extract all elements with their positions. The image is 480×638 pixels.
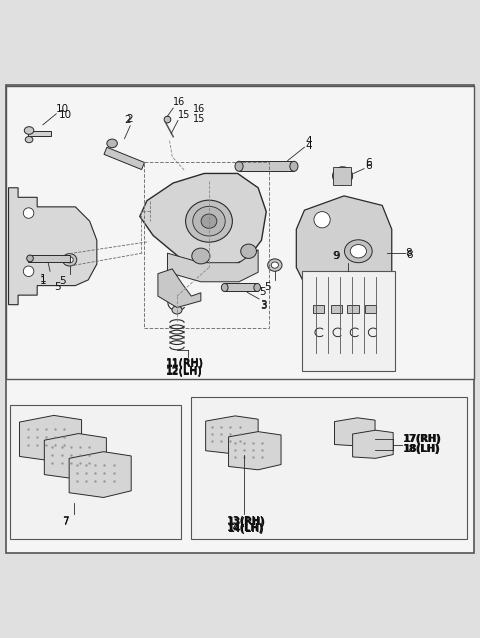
Text: 9: 9 [333, 251, 340, 261]
Text: 10: 10 [59, 110, 72, 120]
Text: 6: 6 [365, 158, 372, 168]
Text: 11(RH): 11(RH) [166, 358, 204, 368]
Text: 4: 4 [306, 141, 312, 151]
Text: 5: 5 [54, 282, 61, 292]
Polygon shape [158, 269, 201, 308]
Bar [104, 147, 144, 170]
Circle shape [164, 116, 171, 123]
Bar [333, 167, 351, 186]
Text: 13(RH): 13(RH) [228, 517, 266, 526]
Text: 14(LH): 14(LH) [227, 523, 264, 533]
Ellipse shape [25, 137, 33, 143]
Text: 12(LH): 12(LH) [166, 367, 203, 376]
Ellipse shape [240, 244, 256, 258]
Bar [239, 161, 294, 171]
Polygon shape [140, 174, 266, 267]
Ellipse shape [107, 139, 117, 147]
Ellipse shape [350, 244, 366, 258]
Bar [10, 405, 181, 540]
Text: 16: 16 [173, 97, 185, 107]
Text: 11(RH): 11(RH) [166, 359, 204, 369]
Text: 5: 5 [260, 287, 266, 297]
Text: 3: 3 [261, 301, 267, 311]
Ellipse shape [24, 127, 34, 135]
Bar [144, 161, 269, 327]
Ellipse shape [271, 262, 278, 268]
Ellipse shape [27, 255, 34, 262]
Ellipse shape [186, 200, 232, 242]
Polygon shape [205, 416, 258, 454]
Text: 15: 15 [193, 114, 205, 124]
Text: 2: 2 [126, 114, 132, 124]
Text: 9: 9 [332, 251, 339, 261]
Circle shape [314, 212, 330, 228]
Text: 3: 3 [260, 300, 267, 310]
Text: 14(LH): 14(LH) [228, 524, 264, 534]
Bar [192, 397, 467, 540]
Ellipse shape [201, 214, 217, 228]
Ellipse shape [254, 283, 261, 292]
Bar [6, 85, 474, 378]
Bar [312, 305, 324, 313]
Ellipse shape [290, 161, 298, 171]
Text: 6: 6 [365, 161, 372, 171]
Polygon shape [168, 250, 258, 282]
Text: 5: 5 [59, 276, 66, 286]
Ellipse shape [62, 254, 77, 266]
Ellipse shape [193, 206, 225, 236]
Ellipse shape [221, 283, 228, 292]
Bar [348, 305, 359, 313]
Text: 8: 8 [406, 248, 412, 258]
Text: 2: 2 [124, 115, 131, 125]
Polygon shape [69, 452, 131, 498]
Polygon shape [44, 434, 107, 479]
Polygon shape [335, 418, 375, 446]
Ellipse shape [235, 161, 243, 171]
Circle shape [24, 266, 34, 276]
Ellipse shape [345, 240, 372, 263]
Text: 13(RH): 13(RH) [227, 516, 265, 526]
Text: 18(LH): 18(LH) [404, 444, 441, 454]
Text: 1: 1 [39, 274, 46, 284]
Ellipse shape [337, 171, 348, 181]
Text: 7: 7 [62, 516, 69, 526]
Text: 10: 10 [56, 104, 70, 114]
Text: 7: 7 [62, 517, 69, 526]
Circle shape [314, 274, 330, 290]
Text: 1: 1 [39, 276, 46, 286]
Polygon shape [9, 188, 97, 305]
Text: 17(RH): 17(RH) [404, 434, 442, 444]
Text: 15: 15 [178, 110, 191, 119]
Polygon shape [228, 432, 281, 470]
Text: 12(LH): 12(LH) [166, 366, 203, 376]
Bar [28, 255, 70, 262]
Ellipse shape [192, 248, 210, 264]
Text: 17(RH): 17(RH) [403, 434, 441, 444]
Bar [331, 305, 342, 313]
Text: 18(LH): 18(LH) [403, 444, 440, 454]
Ellipse shape [66, 256, 73, 263]
Text: 16: 16 [193, 104, 205, 114]
Ellipse shape [333, 167, 353, 185]
Ellipse shape [268, 259, 282, 271]
Text: 5: 5 [264, 282, 271, 292]
Polygon shape [296, 196, 392, 296]
Bar [28, 131, 50, 137]
Bar [365, 305, 376, 313]
Bar [302, 271, 395, 371]
Polygon shape [20, 415, 82, 461]
Ellipse shape [172, 306, 182, 314]
Circle shape [24, 208, 34, 218]
Text: 8: 8 [406, 249, 413, 260]
Text: 4: 4 [305, 137, 312, 146]
Bar [225, 283, 257, 292]
Polygon shape [353, 430, 393, 458]
